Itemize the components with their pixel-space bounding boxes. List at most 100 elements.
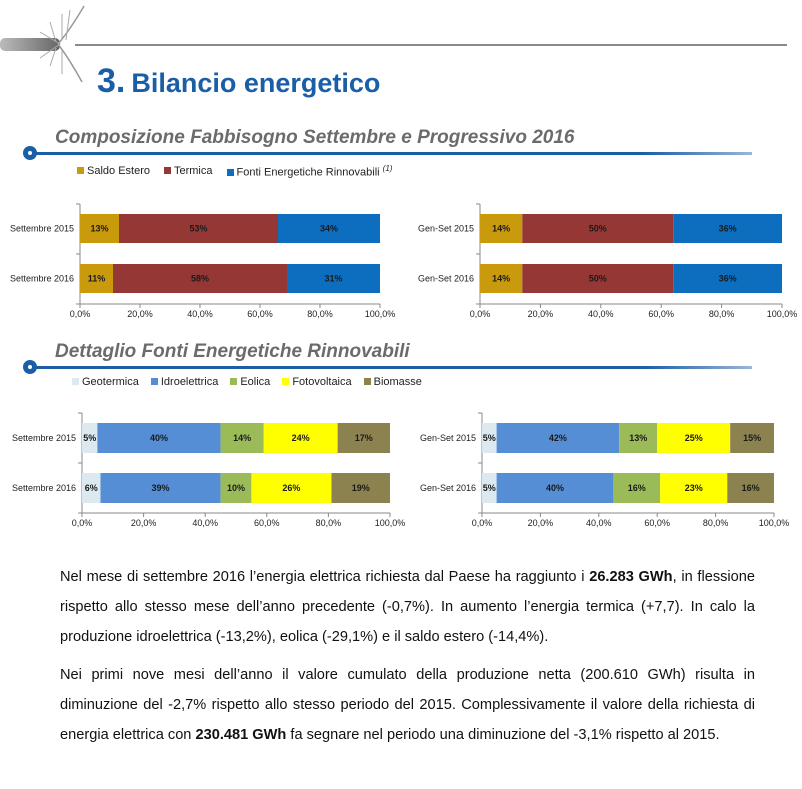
data-label: 5% (83, 433, 96, 443)
legend-composition: Saldo Estero Termica Fonti Energetiche R… (77, 164, 392, 179)
data-label: 36% (719, 224, 737, 234)
paragraph-month: Nel mese di settembre 2016 l’energia ele… (60, 569, 756, 645)
legend-swatch-icon (363, 378, 371, 385)
legend-renewables: Geotermica Idroelettrica Eolica Fotovolt… (72, 376, 422, 388)
legend-item: Eolica (230, 376, 270, 388)
header-rule (75, 44, 787, 46)
legend-item: Fonti Energetiche Rinnovabili (1) (226, 164, 393, 179)
bullet-icon (23, 146, 37, 160)
monthly-demand-value: 26.283 GWh (589, 569, 673, 585)
bar-segment (482, 473, 497, 503)
x-tick-label: 100,0% (375, 518, 406, 528)
x-tick-label: 60,0% (247, 309, 273, 319)
data-label: 17% (355, 433, 373, 443)
category-label: Settembre 2016 (12, 483, 76, 493)
data-label: 14% (492, 224, 510, 234)
section-number: 3. (97, 62, 126, 100)
x-tick-label: 60,0% (254, 518, 280, 528)
bar-segment (331, 473, 390, 503)
bar-segment (119, 214, 278, 243)
x-tick-label: 0,0% (470, 309, 491, 319)
bar-segment (522, 214, 674, 243)
bar-segment (263, 423, 338, 453)
legend-swatch-icon (77, 167, 84, 175)
data-label: 31% (324, 274, 342, 284)
bar-segment (113, 264, 287, 293)
data-label: 10% (227, 483, 245, 493)
data-label: 5% (483, 483, 496, 493)
paragraph-cumulative: Nei primi nove mesi dell’anno il valore … (60, 667, 755, 743)
bar-segment (337, 423, 390, 453)
bullet-icon (23, 360, 37, 374)
section-rule (30, 366, 752, 369)
bar-segment (220, 423, 264, 453)
legend-swatch-icon (230, 378, 238, 385)
bar-segment (673, 214, 782, 243)
data-label: 13% (629, 433, 647, 443)
data-label: 6% (85, 483, 98, 493)
bar-segment (727, 473, 774, 503)
bar-segment (673, 264, 782, 293)
cumulative-demand-value: 230.481 GWh (195, 727, 287, 743)
bar-segment (80, 264, 113, 293)
bar-segment (522, 264, 674, 293)
stacked-bar-chart: 0,0% 20,0% 40,0% 60,0% 80,0% 100,0% Gen-Set 20… (420, 412, 790, 528)
x-tick-label: 80,0% (703, 518, 729, 528)
data-label: 40% (546, 483, 564, 493)
bar-segment (480, 214, 523, 243)
data-label: 58% (191, 274, 209, 284)
legend-swatch-icon (282, 378, 290, 385)
data-label: 16% (628, 483, 646, 493)
x-tick-label: 100,0% (759, 518, 790, 528)
category-label: Gen-Set 2016 (418, 274, 474, 284)
data-label: 19% (352, 483, 370, 493)
data-label: 14% (233, 433, 251, 443)
bar-segment (82, 473, 101, 503)
section-rule (30, 152, 752, 155)
x-tick-label: 60,0% (648, 309, 674, 319)
x-tick-label: 20,0% (528, 518, 554, 528)
x-tick-label: 100,0% (767, 309, 798, 319)
bar-segment (496, 423, 620, 453)
category-label: Gen-Set 2016 (420, 483, 476, 493)
bar-segment (657, 423, 731, 453)
data-label: 11% (88, 274, 106, 284)
data-label: 16% (742, 483, 760, 493)
section-title: Bilancio energetico (131, 68, 381, 98)
data-label: 23% (685, 483, 703, 493)
x-tick-label: 40,0% (586, 518, 612, 528)
data-label: 5% (483, 433, 496, 443)
bar-segment (97, 423, 221, 453)
data-label: 14% (492, 274, 510, 284)
footnote-marker: (1) (382, 164, 393, 173)
category-label: Settembre 2016 (10, 274, 74, 284)
x-tick-label: 60,0% (644, 518, 670, 528)
section-heading-renewables: Dettaglio Fonti Energetiche Rinnovabili (55, 341, 410, 362)
bar-segment (278, 214, 380, 243)
legend-swatch-icon (226, 168, 234, 176)
page-title: 3. Bilancio energetico (97, 62, 380, 101)
legend-item: Biomasse (363, 376, 422, 388)
stacked-bar-chart: 0,0% 20,0% 40,0% 60,0% 80,0% 100,0% Settembre … (12, 412, 406, 528)
category-label: Settembre 2015 (10, 224, 74, 234)
x-tick-label: 80,0% (709, 309, 735, 319)
x-tick-label: 40,0% (187, 309, 213, 319)
data-label: 40% (150, 433, 168, 443)
data-label: 13% (90, 224, 108, 234)
data-label: 15% (743, 433, 761, 443)
bar-segment (660, 473, 728, 503)
x-tick-label: 20,0% (131, 518, 157, 528)
data-label: 42% (549, 433, 567, 443)
legend-item: Saldo Estero (77, 165, 150, 177)
legend-item: Fotovoltaica (282, 376, 352, 388)
data-label: 25% (685, 433, 703, 443)
data-label: 53% (189, 224, 207, 234)
data-label: 24% (292, 433, 310, 443)
x-tick-label: 0,0% (70, 309, 91, 319)
legend-item: Idroelettrica (150, 376, 218, 388)
category-label: Settembre 2015 (12, 433, 76, 443)
bar-segment (220, 473, 252, 503)
section-heading-composition: Composizione Fabbisogno Settembre e Prog… (55, 127, 575, 148)
legend-item: Termica (163, 165, 213, 177)
